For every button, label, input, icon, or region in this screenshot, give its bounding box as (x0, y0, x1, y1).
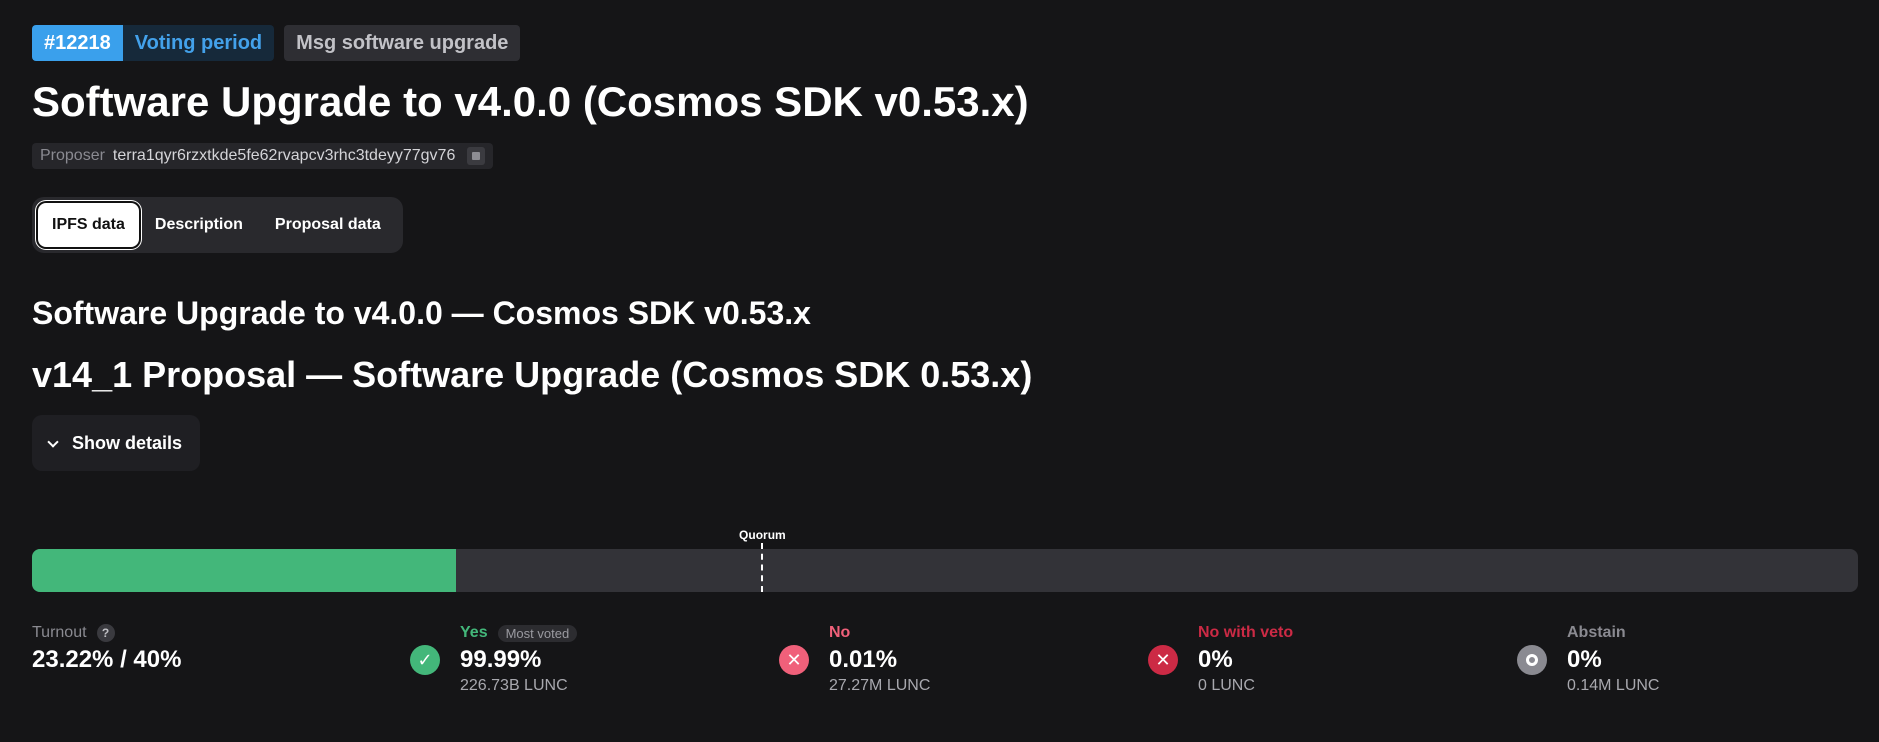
vote-progress-bar (32, 549, 1858, 592)
proposal-type-badge: Msg software upgrade (284, 25, 521, 61)
badge-row: #12218 Voting period Msg software upgrad… (32, 25, 1858, 61)
content-heading-2: v14_1 Proposal — Software Upgrade (Cosmo… (32, 354, 1033, 395)
proposer-address[interactable]: terra1qyr6rzxtkde5fe62rvapcv3rhc3tdeyy77… (112, 147, 456, 164)
abstain-amount: 0.14M LUNC (1567, 677, 1660, 694)
most-voted-badge: Most voted (497, 624, 578, 642)
turnout-label: Turnout (32, 624, 87, 641)
abstain-stat: Abstain 0% 0.14M LUNC (1517, 623, 1660, 695)
yes-stat: ✓ Yes Most voted 99.99% 226.73B LUNC (410, 623, 578, 695)
no-with-veto-percent: 0% (1198, 646, 1233, 673)
no-with-veto-stat: ✕ No with veto 0% 0 LUNC (1148, 623, 1294, 695)
show-details-button[interactable]: Show details (32, 415, 201, 471)
status-badge: Voting period (122, 25, 275, 61)
vote-stats: Turnout ? 23.22% / 40% ✓ Yes Most voted … (32, 623, 1858, 703)
copy-icon[interactable] (467, 147, 486, 165)
show-details-label: Show details (72, 432, 183, 453)
check-icon: ✓ (410, 645, 440, 675)
proposal-id-badge: #12218 (32, 25, 123, 61)
no-stat: ✕ No 0.01% 27.27M LUNC (779, 623, 931, 695)
quorum-label: Quorum (739, 528, 786, 542)
chevron-down-icon (48, 438, 58, 448)
turnout-value: 23.22% / 40% (32, 646, 182, 673)
no-label: No (829, 624, 851, 641)
help-icon[interactable]: ? (96, 624, 115, 642)
tab-bar: IPFS data Description Proposal data (32, 197, 403, 253)
no-percent: 0.01% (829, 646, 898, 673)
quorum-marker (761, 543, 764, 592)
proposer-label: Proposer (40, 147, 105, 164)
tab-proposal-data[interactable]: Proposal data (274, 216, 381, 233)
yes-label: Yes (460, 624, 488, 641)
yes-percent: 99.99% (460, 646, 542, 673)
content-heading-1: Software Upgrade to v4.0.0 — Cosmos SDK … (32, 295, 811, 331)
proposal-header: #12218 Voting period Msg software upgrad… (32, 25, 1858, 471)
yes-amount: 226.73B LUNC (460, 677, 568, 694)
close-icon: ✕ (779, 645, 809, 675)
tab-ipfs-data[interactable]: IPFS data (38, 203, 139, 247)
veto-close-icon: ✕ (1148, 645, 1178, 675)
page-title: Software Upgrade to v4.0.0 (Cosmos SDK v… (32, 78, 1029, 125)
tab-description[interactable]: Description (154, 216, 243, 233)
yes-vote-fill (32, 549, 456, 592)
no-with-veto-amount: 0 LUNC (1198, 677, 1255, 694)
proposer-chip: Proposer terra1qyr6rzxtkde5fe62rvapcv3rh… (32, 143, 494, 169)
abstain-percent: 0% (1567, 646, 1602, 673)
abstain-circle-icon (1517, 645, 1547, 675)
no-amount: 27.27M LUNC (829, 677, 931, 694)
abstain-label: Abstain (1567, 624, 1626, 641)
no-with-veto-label: No with veto (1198, 624, 1294, 641)
turnout-stat: Turnout ? 23.22% / 40% (32, 623, 181, 674)
